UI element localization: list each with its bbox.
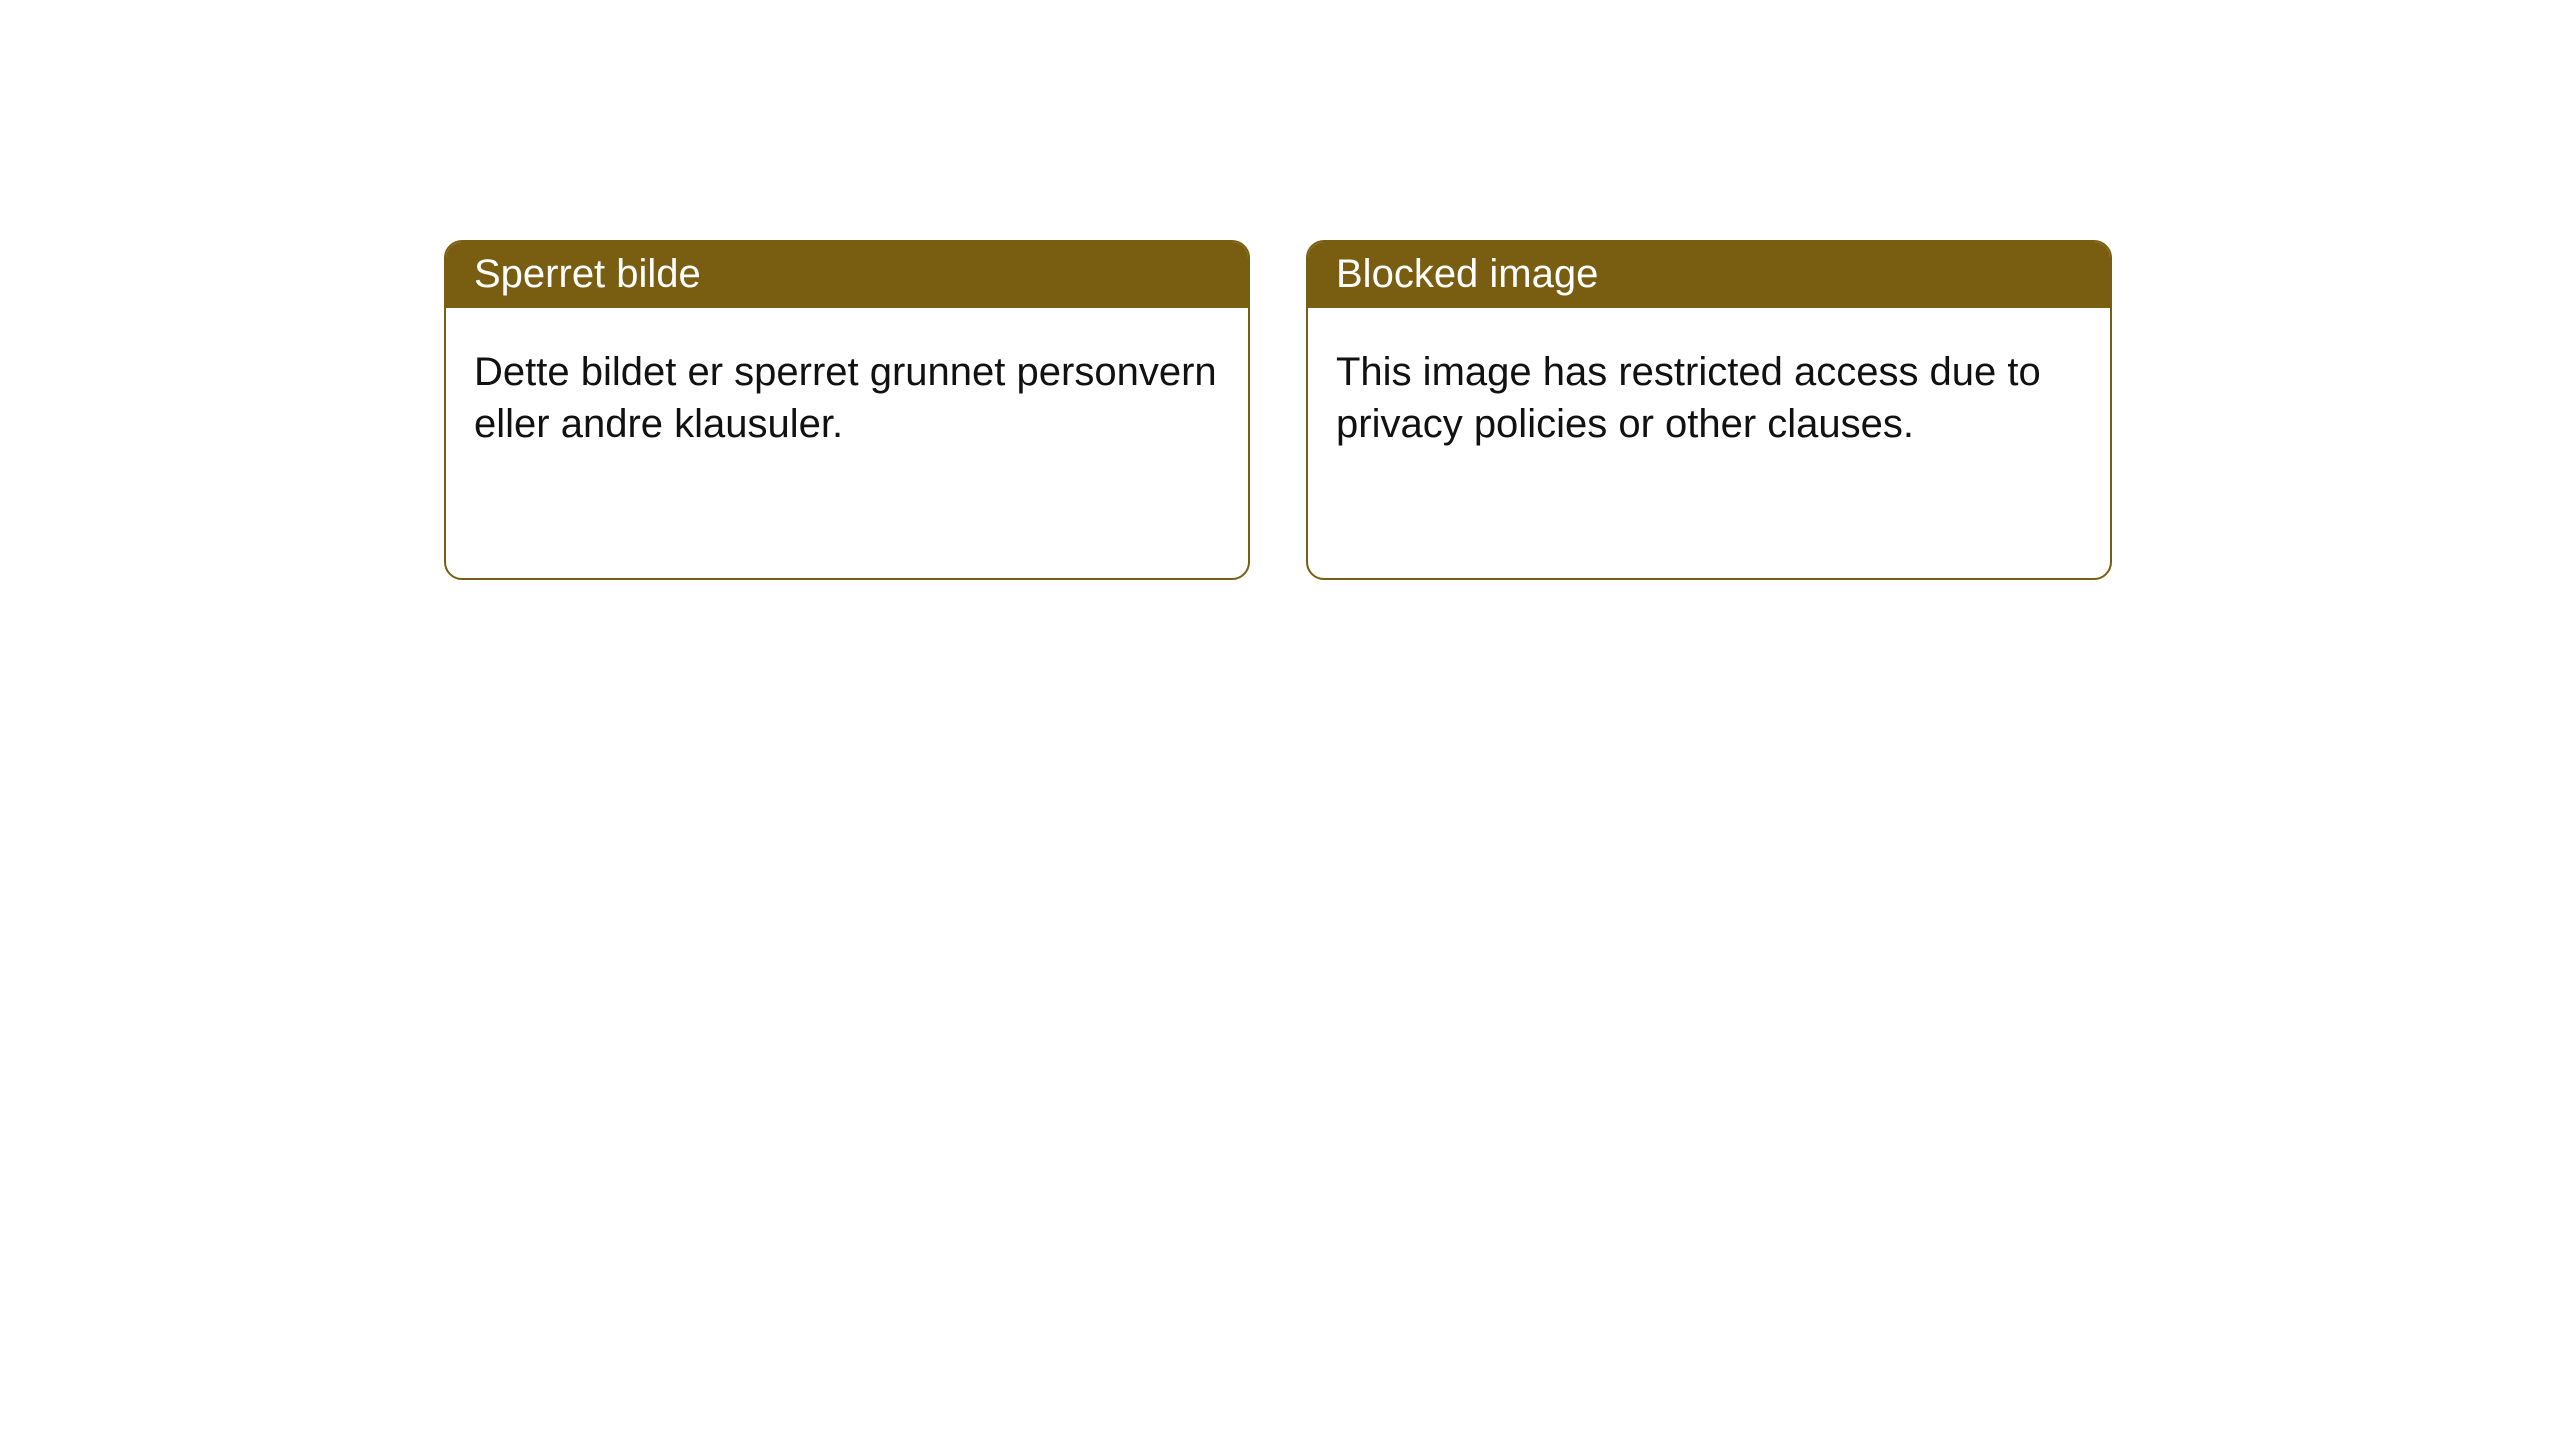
card-body-no: Dette bildet er sperret grunnet personve…	[446, 308, 1248, 488]
card-body-en: This image has restricted access due to …	[1308, 308, 2110, 488]
blocked-image-card-no: Sperret bilde Dette bildet er sperret gr…	[444, 240, 1250, 580]
blocked-image-card-en: Blocked image This image has restricted …	[1306, 240, 2112, 580]
notice-container: Sperret bilde Dette bildet er sperret gr…	[0, 0, 2560, 580]
card-header-no: Sperret bilde	[446, 242, 1248, 308]
card-header-en: Blocked image	[1308, 242, 2110, 308]
